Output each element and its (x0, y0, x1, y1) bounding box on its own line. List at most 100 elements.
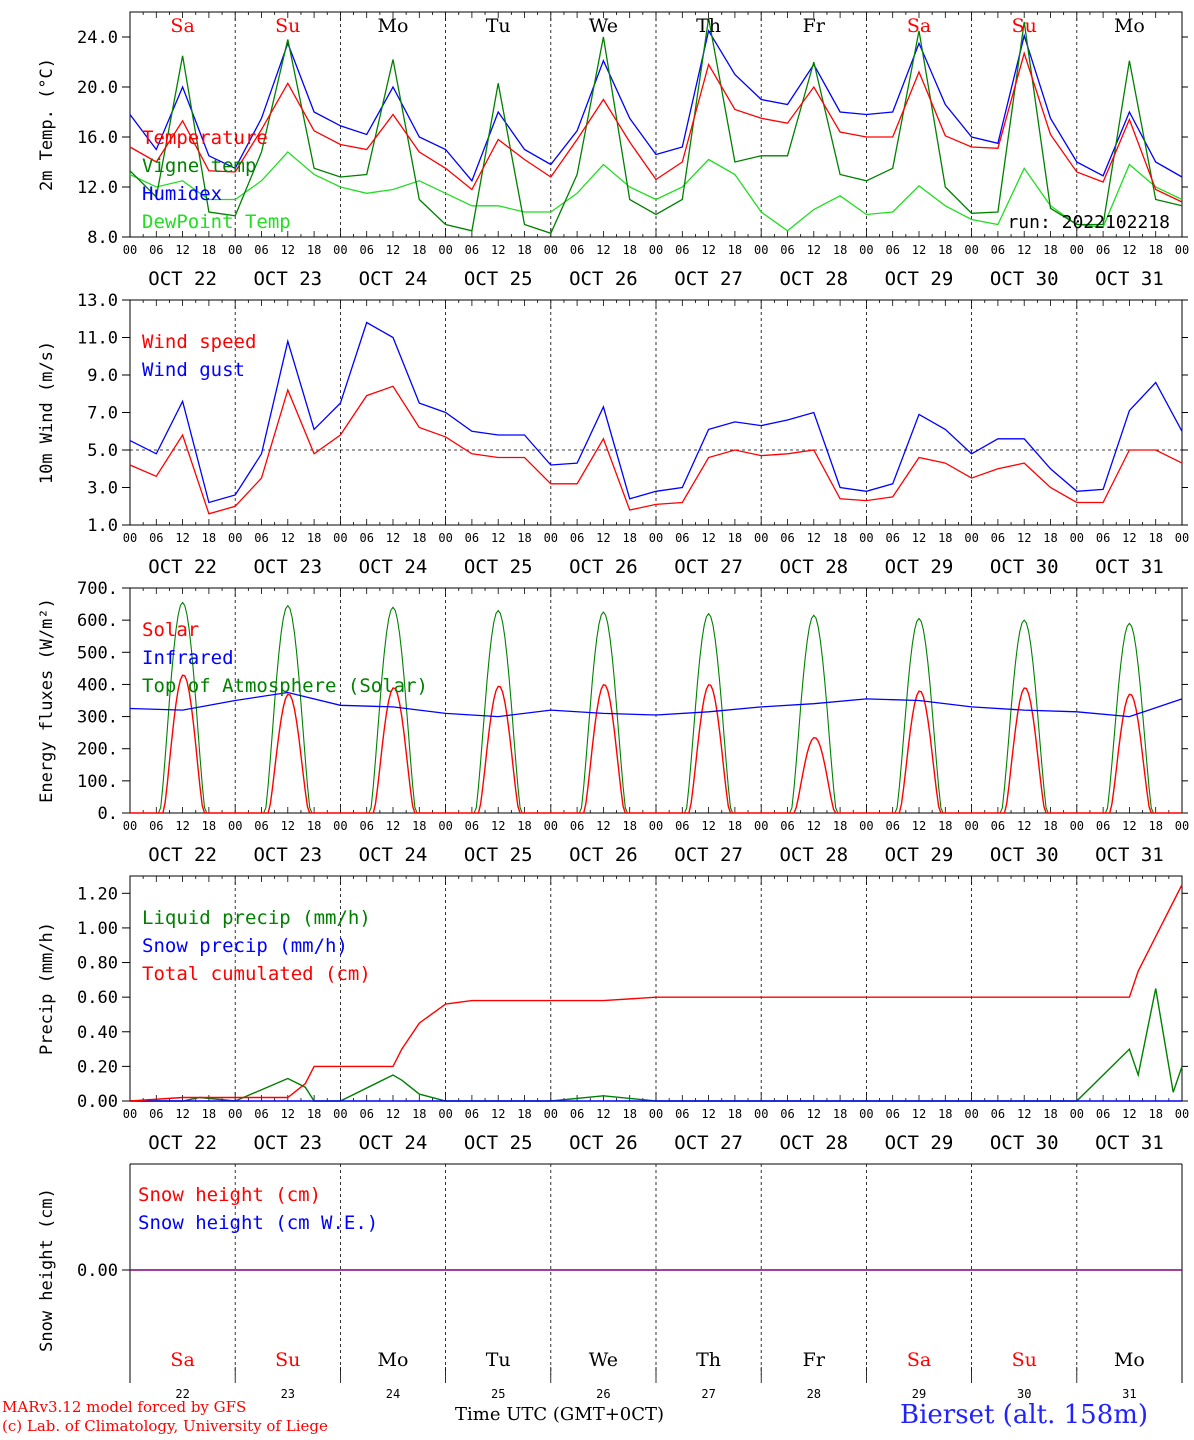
hour-tick-label: 06 (991, 819, 1005, 833)
hour-tick-label: 12 (1122, 243, 1136, 257)
hour-tick-label: 18 (202, 1107, 216, 1121)
hour-tick-label: 12 (807, 1107, 821, 1121)
weekday-label: Su (1012, 15, 1037, 37)
hour-tick-label: 12 (1122, 819, 1136, 833)
hour-tick-label: 00 (228, 1107, 242, 1121)
hour-tick-label: 12 (281, 819, 295, 833)
weekday-label: Mo (378, 15, 409, 37)
hour-tick-label: 18 (1148, 531, 1162, 545)
hour-tick-label: 18 (938, 531, 952, 545)
y-tick-label: 0.00 (77, 1261, 118, 1281)
hour-tick-label: 00 (964, 1107, 978, 1121)
hour-tick-label: 12 (807, 243, 821, 257)
y-tick-label: 0.80 (77, 954, 118, 974)
hour-tick-label: 00 (228, 531, 242, 545)
credits: MARv3.12 model forced by GFS (c) Lab. of… (2, 1398, 328, 1436)
hour-tick-label: 06 (1096, 531, 1110, 545)
hour-tick-label: 06 (780, 243, 794, 257)
date-label: OCT 28 (779, 1132, 848, 1154)
date-label: OCT 27 (674, 1132, 743, 1154)
hour-tick-label: 00 (964, 243, 978, 257)
hour-tick-label: 06 (254, 243, 268, 257)
hour-tick-label: 00 (438, 531, 452, 545)
hour-tick-label: 18 (728, 531, 742, 545)
legend-infrared: Infrared (142, 647, 234, 669)
hour-tick-label: 18 (1043, 243, 1057, 257)
hour-tick-label: 00 (438, 819, 452, 833)
hour-tick-label: 18 (412, 243, 426, 257)
hour-tick-label: 00 (123, 819, 137, 833)
day-number: 28 (807, 1387, 821, 1400)
day-number: 26 (596, 1387, 610, 1400)
date-label: OCT 25 (464, 268, 533, 290)
hour-tick-label: 18 (307, 243, 321, 257)
hour-tick-label: 12 (1017, 819, 1031, 833)
date-label: OCT 30 (990, 844, 1059, 866)
series-dewpoint-temp (129, 151, 1183, 232)
date-label: OCT 26 (569, 1132, 638, 1154)
hour-tick-label: 00 (544, 819, 558, 833)
legend-snow-height-cm-w-e-: Snow height (cm W.E.) (138, 1212, 378, 1234)
hour-tick-label: 06 (675, 243, 689, 257)
hour-tick-label: 12 (281, 531, 295, 545)
date-label: OCT 30 (990, 268, 1059, 290)
legend-wind-speed: Wind speed (142, 331, 256, 353)
y-tick-label: 700. (77, 579, 118, 599)
hour-tick-label: 06 (359, 531, 373, 545)
y-tick-label: 0.20 (77, 1057, 118, 1077)
hour-tick-label: 18 (622, 243, 636, 257)
y-tick-label: 200. (77, 740, 118, 760)
hour-tick-label: 06 (1096, 819, 1110, 833)
date-label: OCT 22 (148, 1132, 217, 1154)
weekday-label: Mo (1114, 1349, 1145, 1371)
panel-1: 8.0 12.0 16.0 20.0 24.0 2m Temp. (°C) Sa Su Mo Tu… (37, 11, 1189, 290)
hour-tick-label: 12 (386, 1107, 400, 1121)
date-label: OCT 31 (1095, 556, 1164, 578)
hour-tick-label: 00 (1070, 1107, 1084, 1121)
hour-tick-label: 12 (701, 243, 715, 257)
hour-tick-label: 18 (517, 243, 531, 257)
hour-tick-label: 06 (675, 531, 689, 545)
hour-tick-label: 06 (885, 819, 899, 833)
hour-tick-label: 06 (570, 531, 584, 545)
panel-5: 0.00 Snow height (cm) Snow height (cm) Snow… (37, 1163, 1183, 1400)
series-temperature (129, 51, 1183, 203)
weekday-label: Sa (170, 15, 194, 37)
y-tick-label: 0.00 (77, 1092, 118, 1112)
hour-tick-label: 12 (912, 819, 926, 833)
series-solar-day (235, 693, 341, 814)
weekday-label: Tu (486, 15, 511, 37)
hour-tick-label: 06 (675, 1107, 689, 1121)
date-label: OCT 28 (779, 556, 848, 578)
y-axis-label: 10m Wind (m/s) (37, 341, 57, 484)
day-number: 23 (281, 1387, 295, 1400)
hour-tick-label: 06 (359, 1107, 373, 1121)
hour-tick-label: 06 (1096, 1107, 1110, 1121)
hour-tick-label: 00 (228, 243, 242, 257)
hour-tick-label: 06 (991, 1107, 1005, 1121)
hour-tick-label: 18 (938, 243, 952, 257)
date-label: OCT 29 (885, 844, 954, 866)
hour-tick-label: 06 (885, 1107, 899, 1121)
series-solar-day (1076, 693, 1182, 814)
hour-tick-label: 06 (149, 819, 163, 833)
legend-solar: Solar (142, 619, 199, 641)
hour-tick-label: 06 (1096, 243, 1110, 257)
y-axis-label: Precip (mm/h) (37, 922, 57, 1055)
hour-tick-label: 12 (701, 531, 715, 545)
y-tick-label: 100. (77, 772, 118, 792)
hour-tick-label: 18 (622, 531, 636, 545)
weekday-label: Fr (803, 15, 826, 37)
panel-frame (129, 11, 1183, 238)
hour-tick-label: 18 (517, 1107, 531, 1121)
weekday-label: Th (696, 15, 721, 37)
date-label: OCT 25 (464, 556, 533, 578)
hour-tick-label: 18 (412, 819, 426, 833)
legend-vigne-temp: Vigne temp (142, 155, 256, 177)
y-tick-label: 24.0 (77, 28, 118, 48)
hour-tick-label: 06 (780, 531, 794, 545)
hour-tick-label: 00 (754, 819, 768, 833)
hour-tick-label: 00 (1175, 1107, 1189, 1121)
hour-tick-label: 12 (386, 531, 400, 545)
hour-tick-label: 12 (1017, 243, 1031, 257)
